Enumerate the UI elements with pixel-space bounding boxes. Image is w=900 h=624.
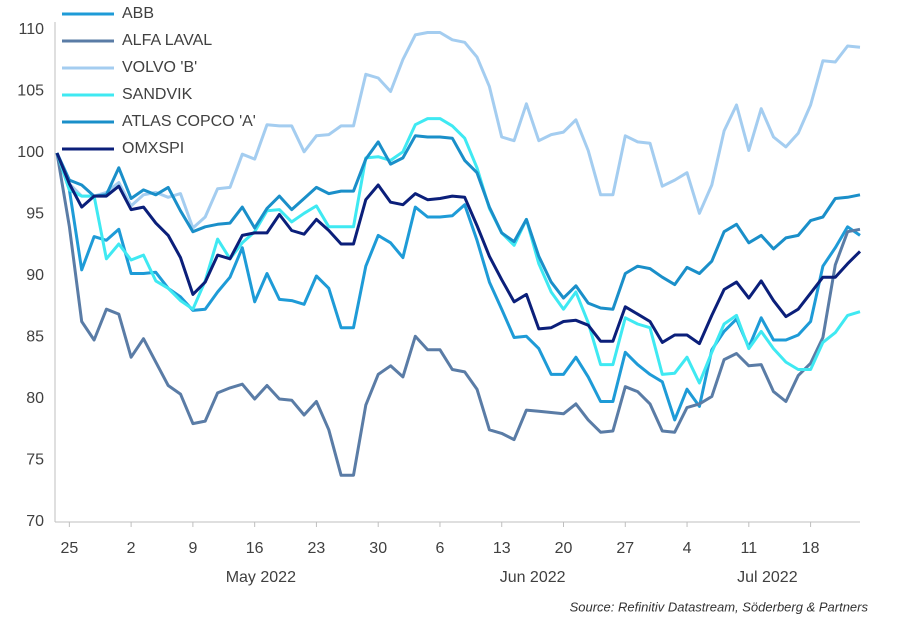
legend-label: VOLVO 'B' [122,59,197,76]
legend-label: ABB [122,5,154,22]
series-line [55,152,861,477]
month-label: Jun 2022 [500,569,566,586]
series-line [55,134,861,311]
series-line [55,152,862,346]
x-tick-label: 20 [555,540,573,557]
legend-label: OMXSPI [122,140,184,157]
y-tick-label: 70 [26,513,44,530]
legend-label: ATLAS COPCO 'A' [122,113,256,130]
series-line [55,31,861,230]
source-note: Source: Refinitiv Datastream, Söderberg … [570,599,869,614]
legend-label: ALFA LAVAL [122,32,212,49]
x-tick-label: 6 [436,540,445,557]
y-tick-label: 90 [26,267,44,284]
x-tick-label: 18 [802,540,820,557]
x-tick-label: 13 [493,540,511,557]
x-tick-label: 27 [616,540,634,557]
y-tick-label: 80 [26,390,44,407]
x-tick-label: 4 [683,540,692,557]
y-tick-label: 75 [26,452,44,469]
month-label: May 2022 [226,569,296,586]
y-tick-label: 100 [17,144,44,161]
y-tick-label: 105 [17,83,44,100]
x-tick-label: 11 [741,540,758,557]
y-tick-label: 110 [18,21,44,38]
legend-label: SANDVIK [122,86,193,103]
y-tick-label: 95 [26,206,44,223]
x-tick-label: 9 [188,540,197,557]
x-tick-label: 2 [127,540,136,557]
x-tick-label: 23 [308,540,326,557]
y-tick-label: 85 [26,329,44,346]
x-tick-label: 25 [60,540,78,557]
series-line [55,117,861,385]
x-tick-label: 16 [246,540,264,557]
x-tick-label: 30 [369,540,387,557]
month-label: Jul 2022 [737,569,798,586]
